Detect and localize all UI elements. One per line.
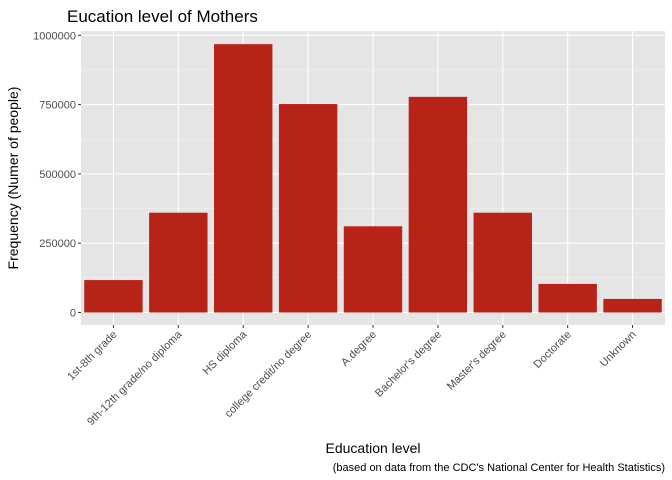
bar [343, 226, 403, 313]
x-tick-label: Unknown [598, 329, 639, 370]
bar [84, 280, 143, 313]
x-tick-label: HS diploma [201, 328, 250, 377]
bar [278, 104, 338, 313]
x-tick-label: Doctorate [532, 329, 574, 371]
y-tick-label: 750000 [39, 100, 76, 112]
chart-caption: (based on data from the CDC's National C… [333, 462, 665, 474]
y-axis-title: Frequency (Numer of people) [5, 87, 21, 270]
y-axis: 0 250000 500000 750000 1000000 [33, 30, 81, 320]
bar [538, 283, 597, 313]
bar [603, 298, 662, 313]
x-tick-label: A.degree [339, 329, 379, 369]
bar [473, 212, 532, 313]
bars [84, 44, 662, 313]
y-tick-label: 250000 [39, 238, 76, 250]
x-tick-label: Master's degree [445, 329, 509, 393]
y-tick-label: 0 [70, 308, 76, 320]
bar [149, 212, 208, 313]
y-tick-label: 500000 [39, 169, 76, 181]
y-tick-label: 1000000 [33, 30, 76, 42]
x-tick-label: 1st-8th grade [65, 329, 119, 383]
chart-title: Eucation level of Mothers [67, 7, 258, 26]
x-tick-label: Bachelor's degree [373, 329, 444, 400]
x-axis-title: Education level [326, 440, 421, 456]
bar [214, 44, 273, 313]
bar [408, 96, 468, 313]
